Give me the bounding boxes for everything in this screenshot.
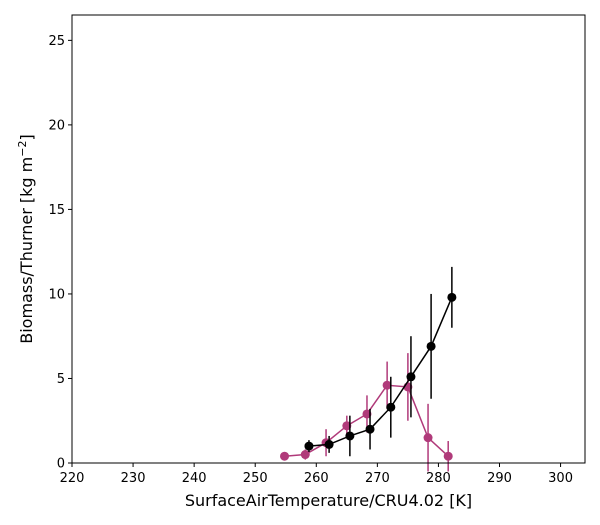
x-tick-label: 280 <box>426 471 451 486</box>
x-tick-label: 230 <box>121 471 146 486</box>
y-axis-label-main: Biomass/Thurner [kg m <box>17 157 36 344</box>
data-point <box>345 431 355 441</box>
y-tick-label: 20 <box>48 118 65 133</box>
x-tick-label: 260 <box>304 471 329 486</box>
data-point <box>382 380 392 390</box>
y-tick-label: 5 <box>57 372 65 387</box>
y-axis-label-end: ] <box>17 134 36 140</box>
x-tick-label: 250 <box>243 471 268 486</box>
x-tick-label: 270 <box>365 471 390 486</box>
data-point <box>324 439 334 449</box>
data-point <box>342 421 352 431</box>
x-tick-label: 240 <box>182 471 207 486</box>
data-point <box>443 451 453 461</box>
data-point <box>300 450 310 460</box>
plot-marks <box>280 266 457 472</box>
data-point <box>304 441 314 451</box>
data-point <box>426 341 436 351</box>
data-point <box>423 433 433 443</box>
series-0 <box>280 353 453 472</box>
x-tick-label: 290 <box>487 471 512 486</box>
x-axis-label: SurfaceAirTemperature/CRU4.02 [K] <box>185 491 472 510</box>
x-axis: 220 230 240 250 260 270 280 290 300 <box>60 463 573 486</box>
data-point <box>386 402 396 412</box>
y-axis: 0 5 10 15 20 25 <box>48 34 72 472</box>
y-tick-label: 25 <box>48 34 65 49</box>
data-point <box>362 409 372 419</box>
y-tick-label: 10 <box>48 287 65 302</box>
y-axis-label-sup: −2 <box>16 141 29 157</box>
data-point <box>280 451 290 461</box>
x-tick-label: 300 <box>548 471 573 486</box>
x-tick-label: 220 <box>60 471 85 486</box>
y-tick-label: 15 <box>48 203 65 218</box>
series-1 <box>304 266 457 457</box>
plot-frame <box>71 14 586 464</box>
data-point <box>447 292 457 302</box>
y-axis-label: Biomass/Thurner [kg m−2] <box>16 134 37 343</box>
data-point <box>406 372 416 382</box>
y-tick-label: 0 <box>57 457 65 472</box>
data-point <box>365 424 375 434</box>
